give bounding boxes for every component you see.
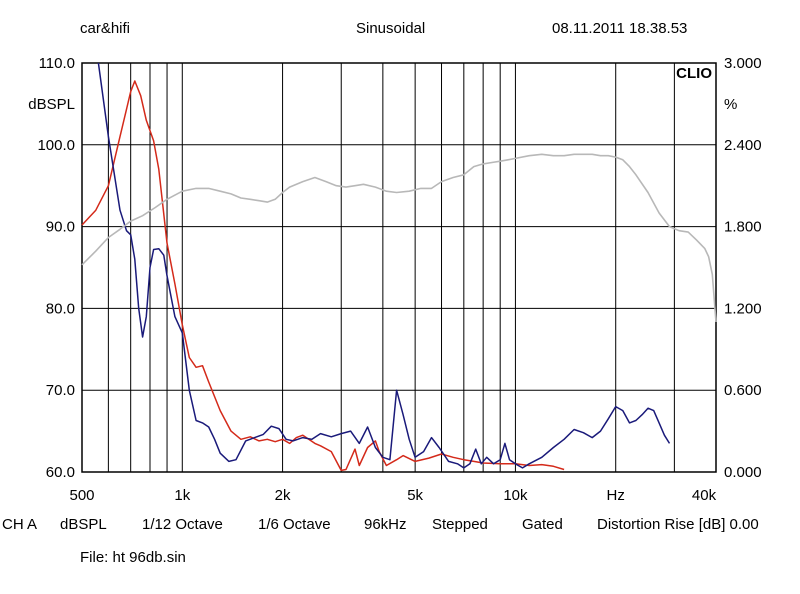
footer-unit: dBSPL: [60, 516, 107, 533]
x-tick-label: 2k: [275, 487, 291, 504]
y2-tick-label: 2.400: [724, 137, 762, 154]
y2-tick-label: 3.000: [724, 55, 762, 72]
y2-tick-label: 0.600: [724, 382, 762, 399]
clio-logo: CLIO: [676, 65, 712, 82]
y2-tick-label: 1.800: [724, 219, 762, 236]
series-line-blue: [97, 62, 671, 469]
footer-distortion: Distortion Rise [dB] 0.00: [597, 516, 759, 533]
footer-channel: CH A: [2, 516, 38, 533]
header-app-label: car&hifi: [80, 20, 131, 37]
y2-axis-label: %: [724, 96, 737, 113]
footer-mode: Stepped: [432, 516, 488, 533]
plot-frame: [81, 62, 717, 473]
footer-resolution: 1/6 Octave: [258, 516, 331, 533]
x-tick-label: 10k: [503, 487, 528, 504]
y-tick-label: 90.0: [46, 219, 75, 236]
y-tick-label: 110.0: [39, 55, 75, 72]
y-tick-label: 100.0: [37, 137, 75, 154]
y2-tick-label: 0.000: [724, 464, 762, 481]
y-tick-label: 60.0: [46, 464, 75, 481]
x-tick-label: 500: [69, 487, 94, 504]
x-tick-label: 1k: [174, 487, 190, 504]
footer-gating: Gated: [522, 516, 563, 533]
header-timestamp: 08.11.2011 18.38.53: [552, 20, 688, 37]
series-line-gray: [81, 153, 717, 323]
y-axis-label: dBSPL: [28, 96, 75, 113]
y-tick-label: 70.0: [46, 382, 75, 399]
x-tick-label: Hz: [607, 487, 625, 504]
x-tick-label: 40k: [692, 487, 717, 504]
footer-file: File: ht 96db.sin: [80, 549, 186, 566]
footer-sample-rate: 96kHz: [364, 516, 407, 533]
series-line-red: [81, 80, 565, 472]
footer-smoothing: 1/12 Octave: [142, 516, 223, 533]
x-tick-label: 5k: [407, 487, 423, 504]
header-signal-type: Sinusoidal: [356, 20, 426, 37]
y-tick-label: 80.0: [46, 300, 75, 317]
y2-tick-label: 1.200: [724, 300, 762, 317]
